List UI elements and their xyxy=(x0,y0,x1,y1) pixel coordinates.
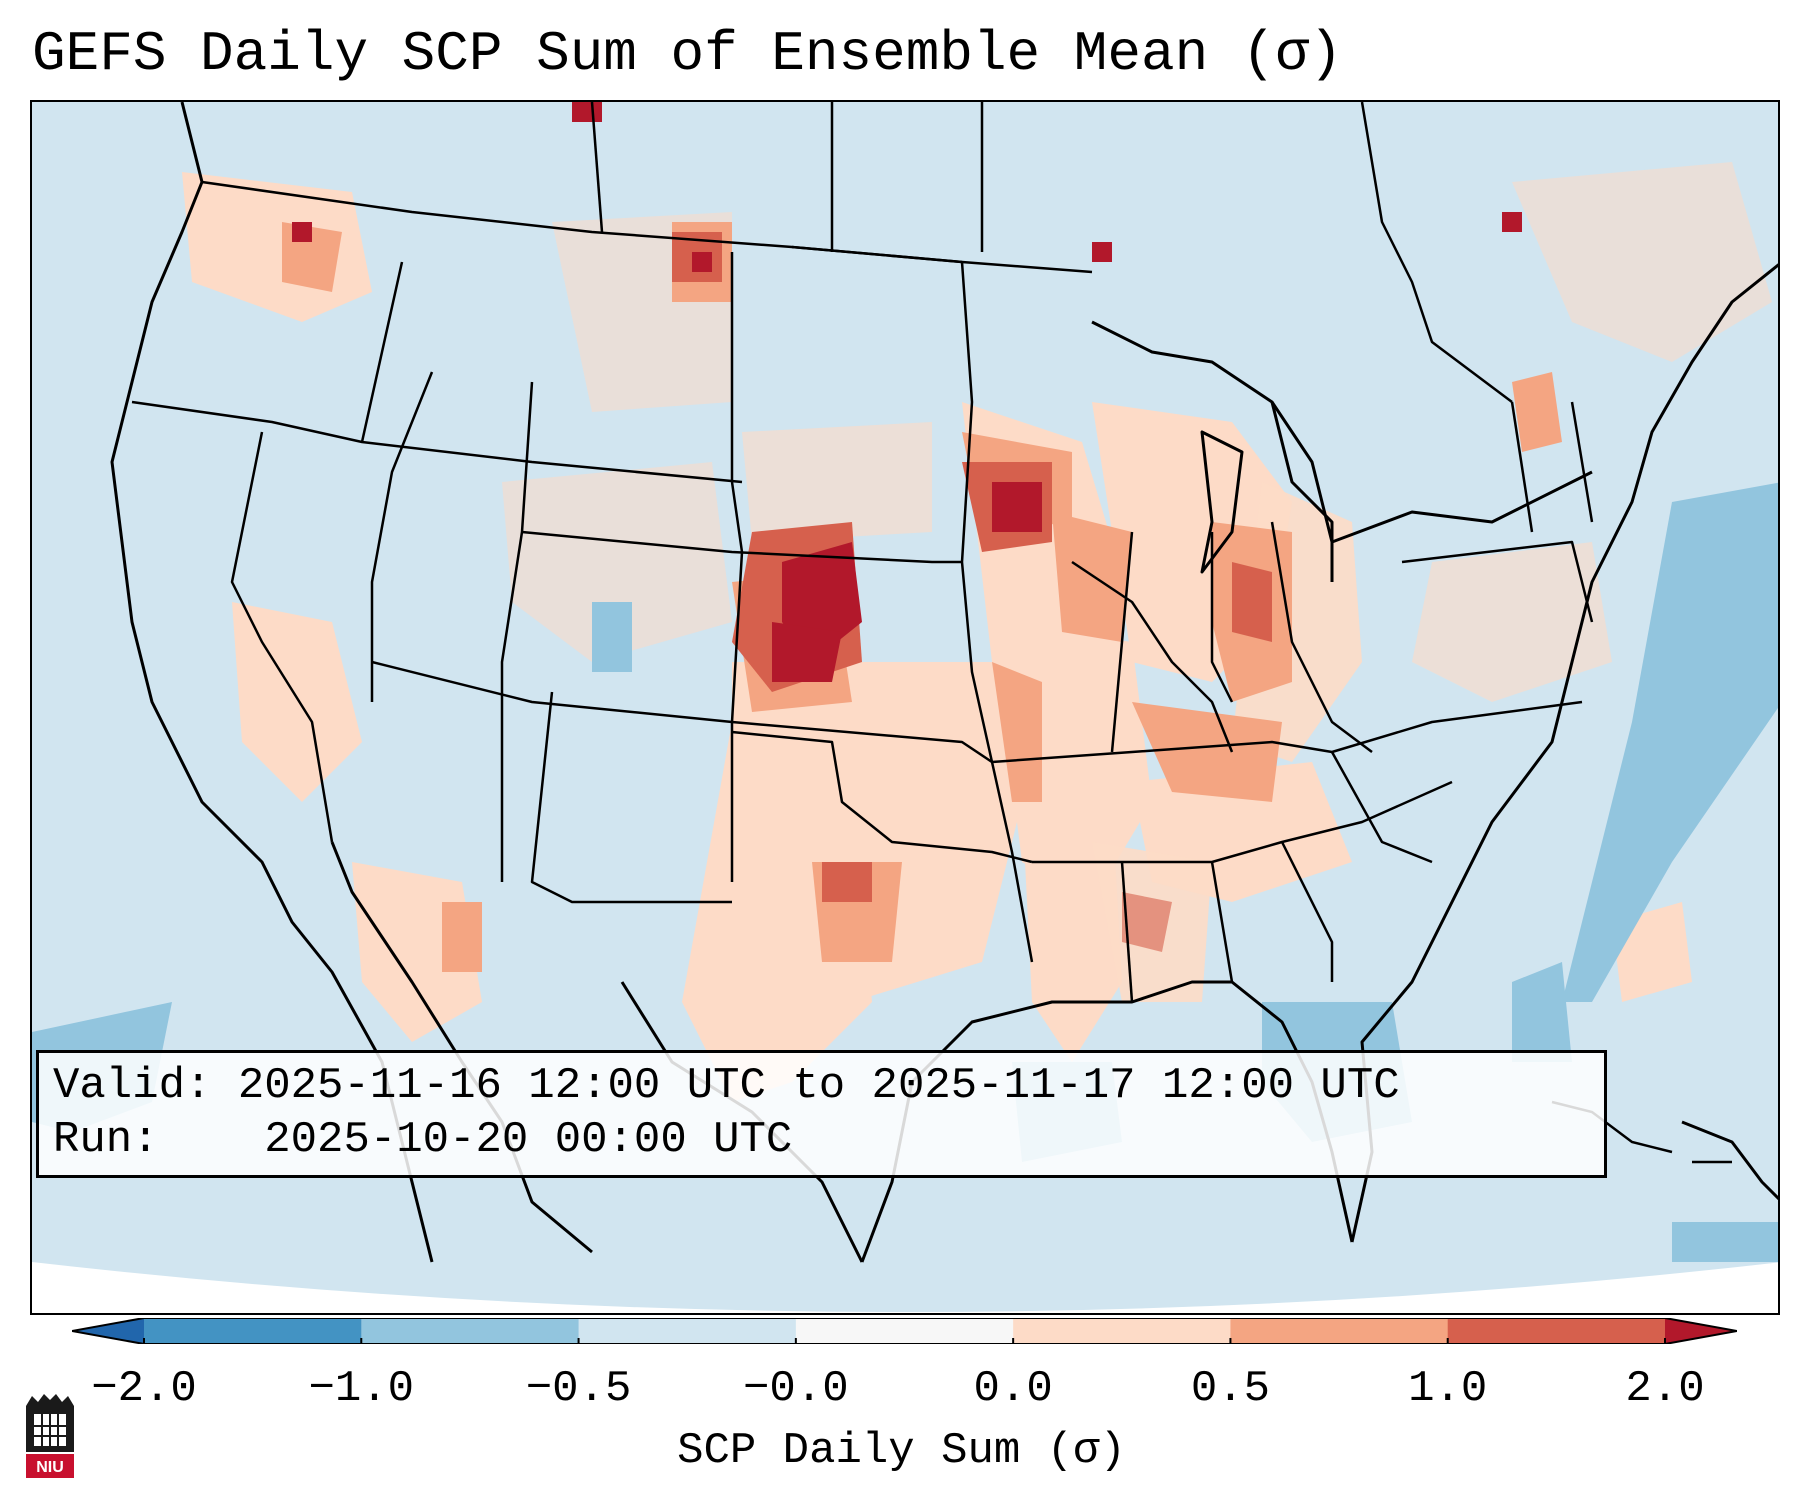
state-borders xyxy=(131,102,1594,1003)
colorbar-label: SCP Daily Sum (σ) xyxy=(677,1426,1126,1476)
colorbar-bin xyxy=(144,1318,362,1344)
projection-edge xyxy=(32,1262,1778,1313)
colorbar-tick-label: −0.0 xyxy=(743,1364,849,1414)
valid-run-info-box: Valid: 2025-11-16 12:00 UTC to 2025-11-1… xyxy=(36,1050,1607,1178)
logo-text: NIU xyxy=(36,1459,64,1476)
colorbar-tick-label: 2.0 xyxy=(1625,1364,1705,1414)
colorbar-tick-label: 0.0 xyxy=(973,1364,1053,1414)
colorbar xyxy=(72,1318,1737,1344)
colorbar-bin xyxy=(1447,1318,1666,1344)
colorbar-bin xyxy=(1013,1318,1231,1344)
colorbar-bin xyxy=(1230,1318,1449,1344)
colorbar-svg xyxy=(72,1318,1737,1344)
colorbar-extend-low xyxy=(72,1318,144,1344)
colorbar-tick-label: 1.0 xyxy=(1408,1364,1488,1414)
positive-extreme-regions xyxy=(292,102,1522,682)
valid-label: Valid: xyxy=(53,1061,212,1111)
run-label: Run: xyxy=(53,1115,159,1165)
valid-value: 2025-11-16 12:00 UTC to 2025-11-17 12:00… xyxy=(237,1061,1400,1111)
colorbar-bin xyxy=(361,1318,580,1344)
colorbar-bin xyxy=(578,1318,797,1344)
colorbar-tick-label: −1.0 xyxy=(308,1364,415,1414)
colorbar-tick-label: 0.5 xyxy=(1190,1364,1271,1414)
run-value: 2025-10-20 00:00 UTC xyxy=(264,1115,793,1165)
colorbar-tick-label: −0.5 xyxy=(525,1364,632,1414)
colorbar-tick-label: −2.0 xyxy=(91,1364,197,1414)
colorbar-extend-high xyxy=(1665,1318,1737,1344)
chart-title: GEFS Daily SCP Sum of Ensemble Mean (σ) xyxy=(32,22,1343,86)
niu-logo-icon: NIU xyxy=(26,1394,74,1478)
niu-logo: NIU xyxy=(22,1392,78,1488)
colorbar-bin xyxy=(795,1318,1014,1344)
